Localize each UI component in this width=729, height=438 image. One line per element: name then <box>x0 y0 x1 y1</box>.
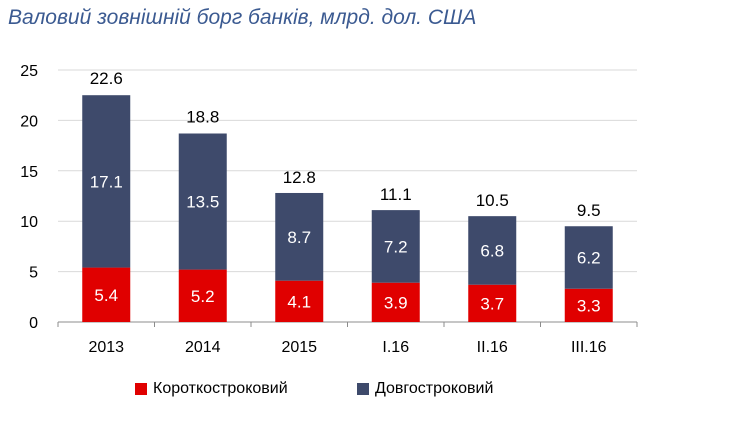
bar-segment-1-1 <box>178 133 227 270</box>
y-tick-label-25: 25 <box>20 63 38 80</box>
segment-label-1-1: 13.5 <box>186 193 219 212</box>
bar-segment-1-0 <box>82 95 131 268</box>
segment-label-1-3: 7.2 <box>384 237 408 256</box>
segment-label-1-2: 8.7 <box>287 228 311 247</box>
category-label-1: 2014 <box>185 339 221 356</box>
segment-label-0-1: 5.2 <box>191 287 215 306</box>
segment-label-0-2: 4.1 <box>287 292 311 311</box>
total-label-5: 9.5 <box>577 201 601 220</box>
legend-swatch-short-term <box>135 383 147 395</box>
label-layer: 5.4 17.1 22.6 2013 5.2 13.5 18.8 2014 4.1 8.7 12.8… <box>88 69 606 356</box>
bar-segment-0-0 <box>82 267 131 322</box>
segment-label-0-4: 3.7 <box>480 294 504 313</box>
category-label-4: II.16 <box>477 339 508 356</box>
total-label-1: 18.8 <box>186 107 219 126</box>
stacked-bar-chart: 0 5 10 15 20 25 5.4 17.1 22.6 2013 5.2 13.5 18.8 201… <box>20 63 638 356</box>
y-tick-label-15: 15 <box>20 164 38 181</box>
legend-item-short-term: Короткостроковий <box>135 380 288 398</box>
category-label-3: I.16 <box>382 339 409 356</box>
bar-segment-1-3 <box>371 210 420 283</box>
bar-segment-0-2 <box>275 280 324 322</box>
y-tick-label-10: 10 <box>20 214 38 231</box>
y-tick-label-5: 5 <box>29 265 38 282</box>
category-label-5: III.16 <box>571 339 607 356</box>
y-tick-label-20: 20 <box>20 113 38 130</box>
category-label-2: 2015 <box>281 339 317 356</box>
total-label-3: 11.1 <box>380 185 412 204</box>
bar-segment-1-5 <box>564 226 613 289</box>
chart-title: Валовий зовнішній борг банків, млрд. дол… <box>8 6 477 29</box>
legend-label-short-term: Короткостроковий <box>153 380 288 397</box>
total-label-4: 10.5 <box>476 191 509 210</box>
y-tick-label-0: 0 <box>29 315 38 332</box>
segment-label-1-0: 17.1 <box>90 172 123 191</box>
bar-segment-0-3 <box>371 282 420 322</box>
category-label-0: 2013 <box>88 339 124 356</box>
axis-layer: 0 5 10 15 20 25 <box>20 63 638 332</box>
bar-segment-1-2 <box>275 192 324 281</box>
legend: Короткостроковий Довгостроковий <box>0 380 729 402</box>
bar-segment-0-4 <box>468 284 517 322</box>
bar-segment-0-1 <box>178 269 227 322</box>
grid-layer <box>58 69 637 273</box>
legend-label-long-term: Довгостроковий <box>375 380 494 397</box>
segment-label-0-3: 3.9 <box>384 293 408 312</box>
bar-segment-0-5 <box>564 288 613 322</box>
legend-item-long-term: Довгостроковий <box>357 380 493 398</box>
segment-label-0-5: 3.3 <box>577 296 601 315</box>
segment-label-1-4: 6.8 <box>480 241 504 260</box>
total-label-2: 12.8 <box>283 168 316 187</box>
bar-layer <box>82 95 613 322</box>
total-label-0: 22.6 <box>90 69 123 88</box>
segment-label-0-0: 5.4 <box>94 286 118 305</box>
legend-swatch-long-term <box>357 383 369 395</box>
bar-segment-1-4 <box>468 216 517 285</box>
segment-label-1-5: 6.2 <box>577 248 601 267</box>
